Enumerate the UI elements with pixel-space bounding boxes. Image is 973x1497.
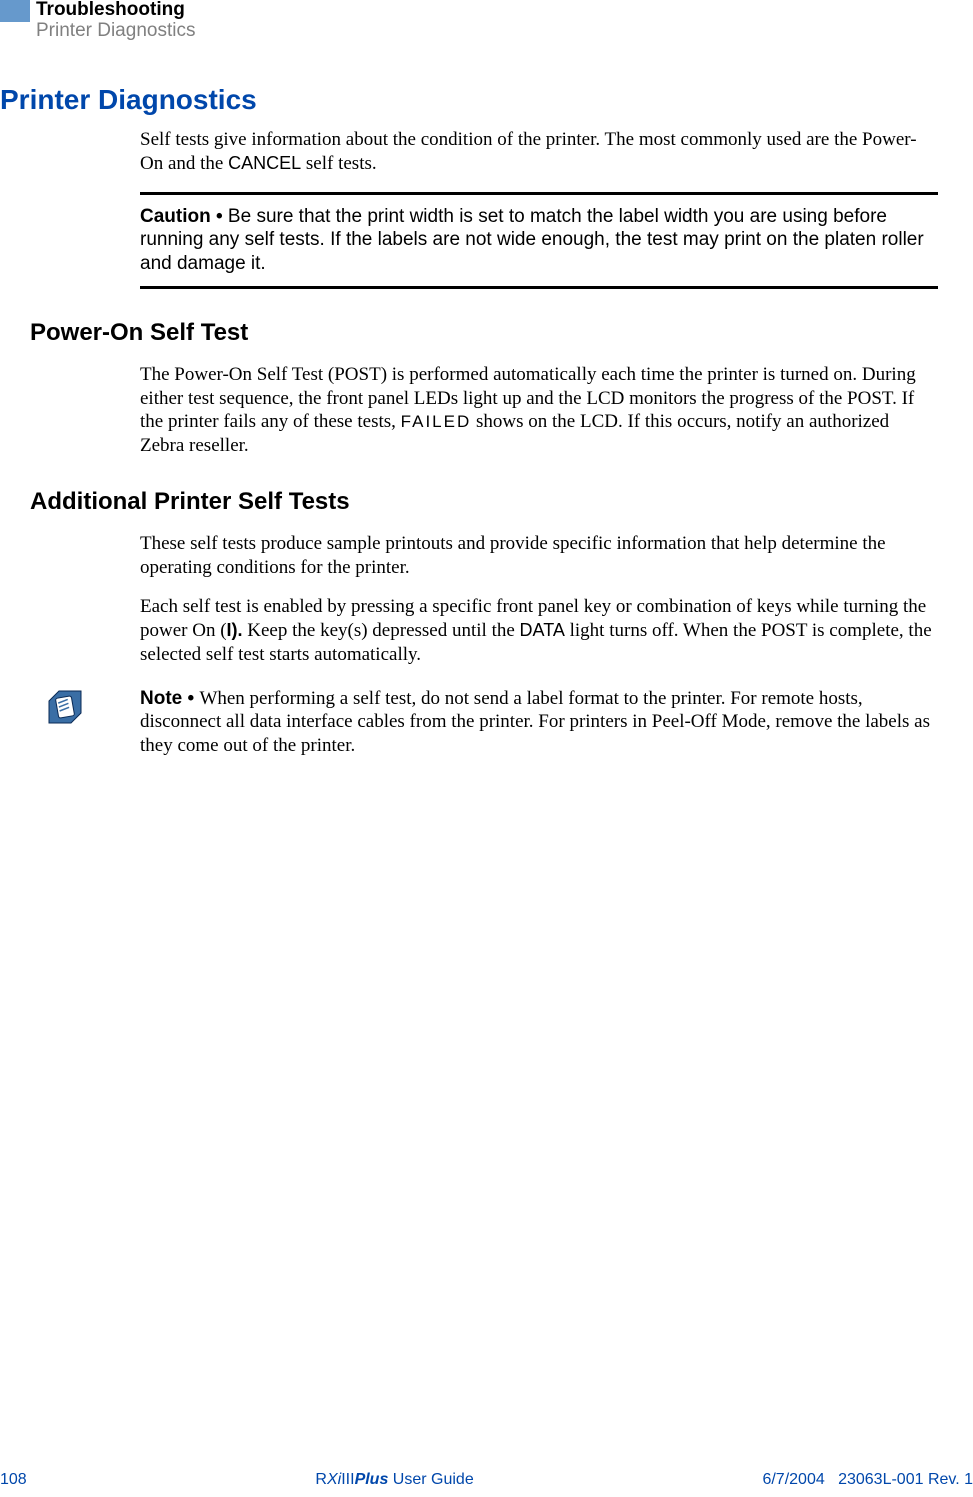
footer-plus: Plus — [355, 1471, 389, 1488]
additional-p2: Each self test is enabled by pressing a … — [140, 595, 938, 666]
header-marker — [0, 0, 30, 22]
caution-text: Caution • Be sure that the print width i… — [140, 205, 938, 276]
page-title: Printer Diagnostics — [0, 84, 257, 116]
intro-paragraph: Self tests give information about the co… — [140, 128, 938, 176]
body-column: Self tests give information about the co… — [140, 128, 938, 758]
lcd-failed: FAILED — [401, 412, 472, 431]
footer-date: 6/7/2004 — [762, 1471, 824, 1488]
cancel-key-label: CANCEL — [228, 153, 301, 173]
additional-heading: Additional Printer Self Tests — [30, 488, 938, 516]
caution-label: Caution • — [140, 206, 228, 227]
footer-italic1: Xi — [327, 1471, 341, 1488]
post-heading: Power-On Self Test — [30, 319, 938, 347]
note-body: When performing a self test, do not send… — [140, 688, 930, 757]
additional-p1: These self tests produce sample printout… — [140, 532, 938, 580]
note-icon — [45, 687, 85, 727]
header-section: Printer Diagnostics — [36, 21, 195, 42]
power-on-key: I). — [227, 620, 243, 640]
header-chapter: Troubleshooting — [36, 0, 195, 21]
page-number: 108 — [0, 1471, 27, 1489]
page-footer: 108 RXiIIIPlus User Guide 6/7/2004 23063… — [0, 1471, 973, 1489]
addl-p2-b: Keep the key(s) depressed until the — [243, 620, 520, 641]
footer-mid: III — [341, 1471, 354, 1488]
intro-text-b: self tests. — [301, 153, 376, 174]
running-header: Troubleshooting Printer Diagnostics — [36, 0, 195, 42]
footer-right: 6/7/2004 23063L-001 Rev. 1 — [762, 1471, 973, 1489]
data-light-label: DATA — [520, 620, 565, 640]
note-label: Note • — [140, 688, 199, 709]
footer-prefix: R — [315, 1471, 327, 1488]
footer-guide-title: RXiIIIPlus User Guide — [27, 1471, 763, 1489]
footer-docnum: 23063L-001 Rev. 1 — [838, 1471, 973, 1488]
caution-box: Caution • Be sure that the print width i… — [140, 192, 938, 289]
caution-body: Be sure that the print width is set to m… — [140, 206, 924, 275]
post-paragraph: The Power-On Self Test (POST) is perform… — [140, 363, 938, 458]
footer-suffix: User Guide — [388, 1471, 473, 1488]
note-block: Note • When performing a self test, do n… — [140, 687, 938, 758]
note-text: Note • When performing a self test, do n… — [140, 687, 938, 758]
